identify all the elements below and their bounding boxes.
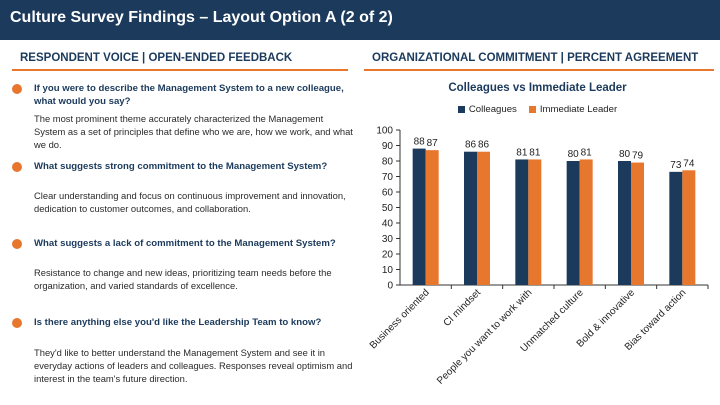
legend-item-immediate-leader: Immediate Leader — [528, 103, 618, 115]
bar-colleagues — [618, 161, 631, 285]
legend-item-colleagues: Colleagues — [457, 103, 517, 115]
bar-immediate-leader — [528, 159, 542, 285]
bar-colleagues — [669, 171, 683, 285]
answer-4: They'd like to better understand the Man… — [34, 347, 353, 384]
answer-3: Resistance to change and new ideas, prio… — [34, 267, 332, 291]
right-section-heading: ORGANIZATIONAL COMMITMENT | PERCENT AGRE… — [372, 52, 699, 64]
y-tick-label: 70 — [382, 172, 394, 183]
bar-colleagues — [464, 151, 477, 285]
data-label: 88 — [414, 137, 426, 148]
question-1: If you were to describe the Management S… — [34, 83, 344, 107]
y-tick-label: 20 — [382, 250, 394, 261]
page-title: Culture Survey Findings – Layout Option … — [10, 9, 393, 26]
y-tick-label: 10 — [382, 265, 394, 276]
bar-immediate-leader — [425, 150, 439, 285]
data-label: 73 — [670, 160, 682, 171]
y-tick-label: 90 — [382, 141, 394, 152]
bar-immediate-leader — [579, 159, 593, 285]
y-tick-label: 60 — [382, 188, 394, 199]
bar-colleagues — [566, 161, 580, 285]
question-4: Is there anything else you'd like the Le… — [34, 317, 322, 328]
bar-immediate-leader — [682, 170, 696, 285]
bar-immediate-leader — [477, 151, 490, 285]
y-tick-label: 40 — [382, 219, 394, 230]
question-2: What suggests strong commitment to the M… — [34, 161, 328, 172]
answer-2: Clear understanding and focus on continu… — [34, 190, 346, 214]
bar-colleagues — [412, 148, 426, 285]
data-label: 81 — [581, 147, 593, 158]
bullet-dot — [12, 239, 22, 249]
left-heading-rule — [12, 69, 348, 71]
y-tick-label: 30 — [382, 234, 394, 245]
x-category-label: CI mindset — [442, 287, 484, 329]
bullet-dot — [12, 162, 22, 172]
y-tick-label: 100 — [376, 126, 393, 137]
data-label: 86 — [478, 140, 490, 151]
left-section-heading: RESPONDENT VOICE | OPEN-ENDED FEEDBACK — [20, 52, 293, 64]
answer-1: The most prominent theme accurately char… — [34, 113, 353, 150]
y-tick-label: 0 — [387, 281, 393, 292]
bar-chart: 0 10 20 30 40 50 60 70 80 90 100 88 87 Business orien… — [368, 126, 709, 387]
chart-title: Colleagues vs Immediate Leader — [448, 82, 627, 94]
data-label: 81 — [529, 147, 541, 158]
x-category-label: Business oriented — [368, 287, 432, 351]
right-heading-rule — [364, 69, 714, 71]
legend-swatch-colleagues — [457, 105, 465, 113]
data-label: 79 — [632, 151, 644, 162]
bar-colleagues — [515, 159, 529, 285]
y-tick-label: 80 — [382, 157, 394, 168]
legend-label-immediate-leader: Immediate Leader — [539, 103, 618, 115]
chart-legend: Colleagues Immediate Leader — [360, 102, 715, 116]
data-label: 80 — [619, 149, 631, 160]
bar-immediate-leader — [631, 162, 644, 285]
legend-swatch-immediate-leader — [528, 105, 536, 113]
bullet-dot — [12, 84, 22, 94]
bullet-dot — [12, 318, 22, 328]
y-tick-label: 50 — [382, 203, 394, 214]
legend-label-colleagues: Colleagues — [468, 103, 517, 115]
x-category-label: People you want to work with — [435, 287, 534, 386]
data-label: 74 — [683, 158, 695, 169]
data-label: 81 — [516, 147, 528, 158]
data-label: 86 — [465, 140, 477, 151]
data-label: 87 — [427, 138, 439, 149]
question-3: What suggests a lack of commitment to th… — [34, 238, 336, 249]
data-label: 80 — [568, 149, 580, 160]
title-bar: Culture Survey Findings – Layout Option … — [0, 0, 720, 40]
